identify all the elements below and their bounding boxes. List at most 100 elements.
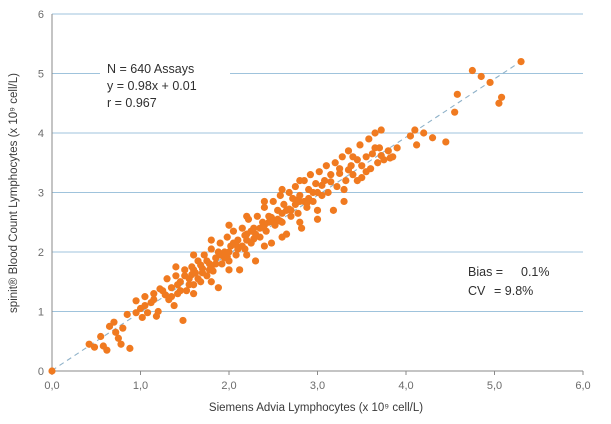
bias-value: 0.1% [521,265,550,279]
data-point [190,251,198,259]
data-point [313,215,322,223]
data-point [132,309,140,317]
data-point [243,251,251,259]
data-point [313,206,322,214]
data-point [333,182,341,191]
data-point [486,78,494,87]
data-point [214,284,222,292]
data-point [278,233,286,241]
data-point [285,188,293,197]
data-point [340,197,348,206]
data-point [141,301,149,310]
data-point [349,171,357,179]
y-tick-label: 6 [38,9,44,21]
data-point [167,284,176,292]
data-point [285,205,293,213]
data-point [356,141,364,149]
data-point [176,287,184,295]
data-point [342,177,350,185]
data-point [365,135,373,143]
data-point [207,278,215,286]
data-point [384,147,392,155]
data-point [207,245,215,253]
data-point [229,227,238,235]
data-point [194,275,202,283]
data-point [294,196,302,204]
y-tick-label: 3 [38,188,44,200]
x-tick-label: 4,0 [398,380,413,392]
data-point [138,313,146,322]
x-tick-label: 6,0 [575,380,590,392]
x-tick-label: 5,0 [487,380,502,392]
data-point [280,200,288,208]
data-point [216,239,224,247]
data-point [358,162,366,170]
data-point [225,221,233,229]
data-point [287,212,295,220]
data-point [112,328,120,336]
data-point [250,235,258,243]
data-point [276,191,284,200]
data-point [451,108,459,116]
data-point [198,269,207,277]
y-tick-label: 0 [38,366,44,378]
data-point [207,236,215,244]
data-point [260,242,268,250]
data-point [85,340,93,348]
stats-annotation-bg [100,59,230,117]
data-point [495,99,503,107]
bias-cv-annotation-bg [464,262,564,304]
data-point [297,224,306,232]
y-axis-title: spinit® Blood Count Lymphocytes (x 10⁹ c… [8,73,20,313]
data-point [170,301,178,310]
axes [51,14,584,375]
data-point [315,168,323,176]
data-point [306,171,315,179]
data-point [141,293,149,301]
data-point [197,261,205,269]
data-point [278,185,286,194]
data-point [517,58,525,66]
data-point [212,260,220,268]
bias-label: Bias = [468,265,503,279]
data-point [163,275,171,283]
data-point [428,134,437,142]
data-point [90,343,99,351]
data-point [103,346,111,354]
data-point [126,344,134,352]
data-point [368,150,376,158]
data-point [296,177,304,185]
data-point [182,287,191,295]
data-point [374,159,382,167]
data-point [205,266,214,274]
data-point [371,129,379,137]
data-point [172,263,180,271]
data-point [267,213,276,222]
x-tick-label: 0,0 [44,380,59,392]
data-point [150,296,158,304]
data-point [218,260,226,268]
data-point [420,129,428,137]
data-point [362,153,370,161]
data-point [159,287,167,295]
data-point [312,179,320,188]
data-point [232,241,240,249]
data-point [329,206,338,214]
data-point [97,332,105,341]
tick-labels: 0 1 2 3 4 5 6 0,0 1,0 2,0 3,0 4,0 5,0 6,0 [38,9,591,392]
data-point [322,162,330,170]
data-point [253,212,261,220]
data-points [48,58,525,375]
y-tick-label: 4 [38,128,44,140]
data-point [338,153,346,161]
data-point [468,66,476,75]
x-tick-label: 3,0 [310,380,325,392]
data-point [48,367,56,375]
data-point [371,144,379,152]
data-point [188,271,196,279]
data-point [223,233,231,241]
stats-equation: y = 0.98x + 0.01 [107,79,197,93]
data-point [119,324,127,332]
